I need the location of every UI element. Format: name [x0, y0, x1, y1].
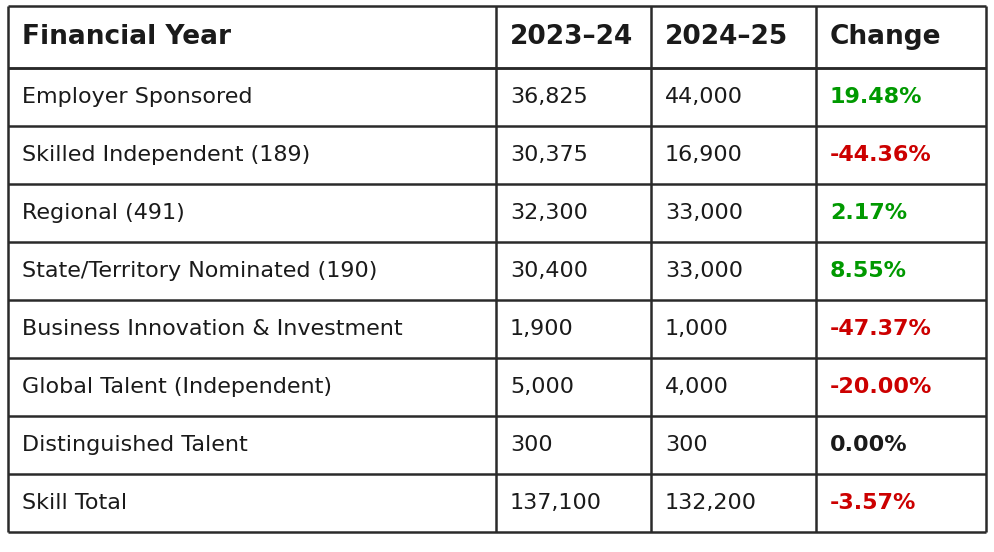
Text: -20.00%: -20.00%	[829, 377, 931, 397]
Text: 132,200: 132,200	[664, 493, 756, 513]
Text: State/Territory Nominated (190): State/Territory Nominated (190)	[22, 261, 377, 281]
Text: 300: 300	[664, 435, 707, 455]
Text: 137,100: 137,100	[510, 493, 601, 513]
Text: -47.37%: -47.37%	[829, 319, 931, 339]
Text: 2.17%: 2.17%	[829, 203, 907, 223]
Text: 5,000: 5,000	[510, 377, 574, 397]
Text: Financial Year: Financial Year	[22, 24, 231, 50]
Text: 33,000: 33,000	[664, 203, 743, 223]
Text: Business Innovation & Investment: Business Innovation & Investment	[22, 319, 403, 339]
Text: Skilled Independent (189): Skilled Independent (189)	[22, 145, 310, 165]
Text: 19.48%: 19.48%	[829, 87, 921, 107]
Text: -3.57%: -3.57%	[829, 493, 915, 513]
Text: 2024–25: 2024–25	[664, 24, 787, 50]
Text: 4,000: 4,000	[664, 377, 729, 397]
Text: 2023–24: 2023–24	[510, 24, 632, 50]
Text: 44,000: 44,000	[664, 87, 743, 107]
Text: 300: 300	[510, 435, 552, 455]
Text: Change: Change	[829, 24, 940, 50]
Text: 16,900: 16,900	[664, 145, 743, 165]
Text: 0.00%: 0.00%	[829, 435, 907, 455]
Text: 30,375: 30,375	[510, 145, 587, 165]
Text: 33,000: 33,000	[664, 261, 743, 281]
Text: Global Talent (Independent): Global Talent (Independent)	[22, 377, 332, 397]
Text: Employer Sponsored: Employer Sponsored	[22, 87, 252, 107]
Text: Skill Total: Skill Total	[22, 493, 127, 513]
Text: 8.55%: 8.55%	[829, 261, 907, 281]
Text: 1,900: 1,900	[510, 319, 574, 339]
Text: 32,300: 32,300	[510, 203, 587, 223]
Text: 36,825: 36,825	[510, 87, 587, 107]
Text: Regional (491): Regional (491)	[22, 203, 185, 223]
Text: -44.36%: -44.36%	[829, 145, 930, 165]
Text: 1,000: 1,000	[664, 319, 729, 339]
Text: 30,400: 30,400	[510, 261, 587, 281]
Text: Distinguished Talent: Distinguished Talent	[22, 435, 248, 455]
